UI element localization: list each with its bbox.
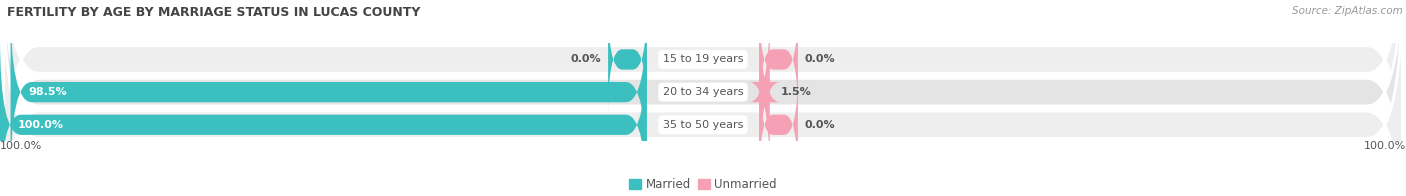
- FancyBboxPatch shape: [749, 4, 780, 180]
- FancyBboxPatch shape: [3, 0, 1403, 196]
- FancyBboxPatch shape: [10, 4, 647, 180]
- Text: Source: ZipAtlas.com: Source: ZipAtlas.com: [1292, 6, 1403, 16]
- Text: 100.0%: 100.0%: [0, 141, 42, 151]
- FancyBboxPatch shape: [3, 0, 1403, 196]
- Text: 0.0%: 0.0%: [804, 54, 835, 64]
- FancyBboxPatch shape: [3, 0, 1403, 196]
- Legend: Married, Unmarried: Married, Unmarried: [624, 173, 782, 196]
- Text: 0.0%: 0.0%: [804, 120, 835, 130]
- Text: 98.5%: 98.5%: [28, 87, 66, 97]
- FancyBboxPatch shape: [759, 4, 799, 115]
- Text: 1.5%: 1.5%: [780, 87, 811, 97]
- FancyBboxPatch shape: [759, 70, 799, 180]
- Text: 35 to 50 years: 35 to 50 years: [662, 120, 744, 130]
- Text: FERTILITY BY AGE BY MARRIAGE STATUS IN LUCAS COUNTY: FERTILITY BY AGE BY MARRIAGE STATUS IN L…: [7, 6, 420, 19]
- FancyBboxPatch shape: [609, 4, 647, 115]
- Text: 100.0%: 100.0%: [1364, 141, 1406, 151]
- Text: 100.0%: 100.0%: [17, 120, 63, 130]
- Text: 0.0%: 0.0%: [571, 54, 602, 64]
- FancyBboxPatch shape: [0, 37, 647, 196]
- Text: 20 to 34 years: 20 to 34 years: [662, 87, 744, 97]
- Text: 15 to 19 years: 15 to 19 years: [662, 54, 744, 64]
